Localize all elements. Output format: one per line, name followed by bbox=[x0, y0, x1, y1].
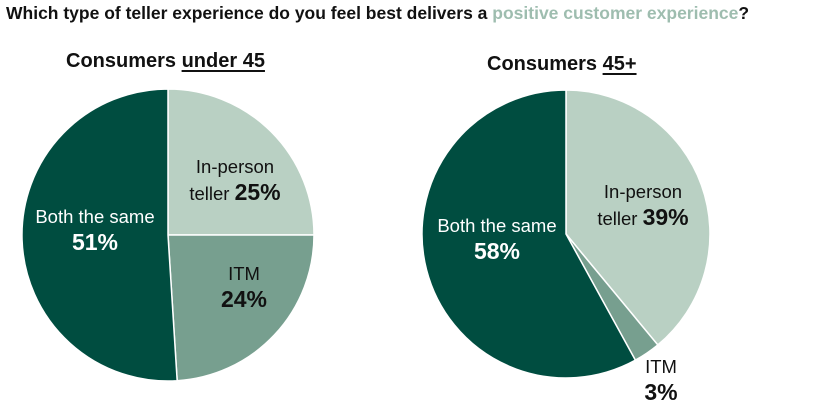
pie-chart-45-plus: In-person teller 39% ITM 3% Both the same 58% bbox=[421, 89, 711, 405]
pie-slice-both-the-same bbox=[421, 89, 637, 379]
slice-label-both-the-same: Both the same 51% bbox=[35, 206, 154, 255]
chart-title-prefix: Consumers bbox=[487, 53, 603, 75]
question-prefix: Which type of teller experience do you f… bbox=[6, 3, 493, 23]
pie-slice-both-the-same bbox=[21, 88, 178, 382]
pie-chart-under-45: In-person teller 25% ITM 24% Both the same 51… bbox=[21, 88, 315, 382]
pie-slice-itm bbox=[167, 234, 315, 382]
chart-title-45-plus: Consumers 45+ bbox=[487, 53, 637, 76]
question-suffix: ? bbox=[738, 3, 750, 23]
chart-title-group: 45+ bbox=[602, 53, 637, 75]
chart-title-under-45: Consumers under 45 bbox=[66, 50, 265, 73]
slice-label-both-the-same: Both the same 58% bbox=[437, 215, 556, 264]
question-highlight: positive customer experience bbox=[492, 3, 739, 23]
chart-title-group: under 45 bbox=[181, 50, 265, 72]
pie-slice-in-person bbox=[167, 88, 315, 236]
slice-label-in-person: In-person teller 39% bbox=[597, 181, 688, 230]
chart-title-prefix: Consumers bbox=[66, 50, 182, 72]
slice-label-itm: ITM 24% bbox=[221, 263, 267, 312]
pie-slice-in-person bbox=[565, 89, 711, 347]
survey-question: Which type of teller experience do you f… bbox=[6, 3, 749, 24]
slice-label-in-person: In-person teller 25% bbox=[189, 156, 280, 205]
slice-label-itm: ITM 3% bbox=[644, 356, 677, 405]
